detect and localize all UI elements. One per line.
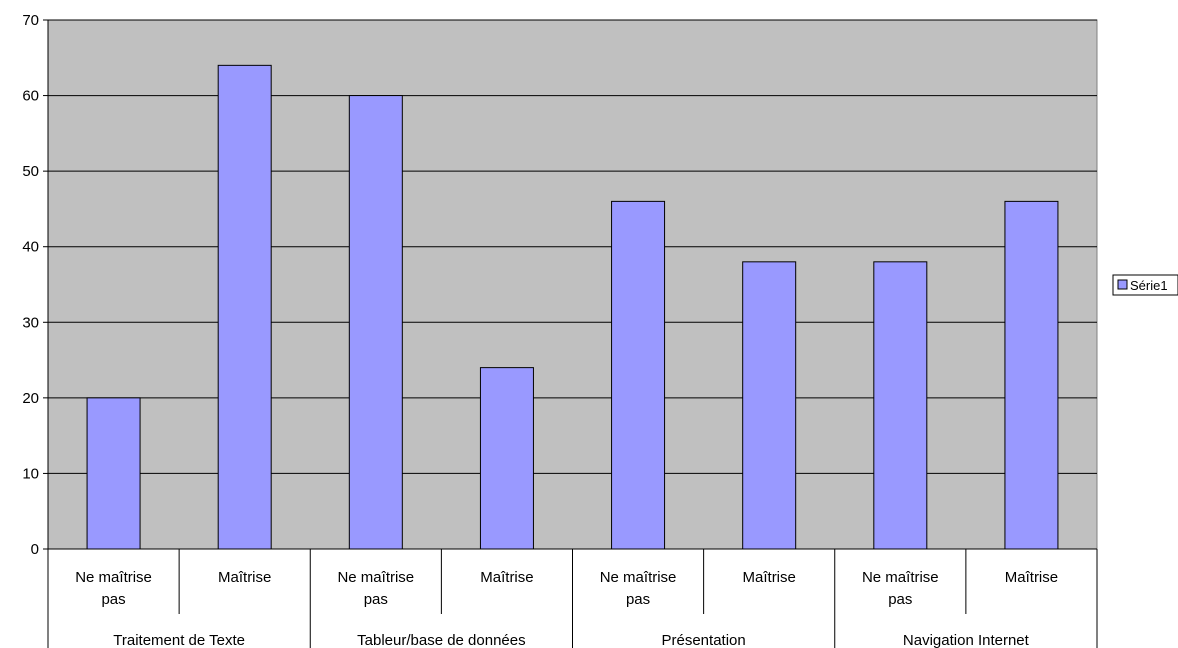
group-label: Navigation Internet <box>903 632 1030 648</box>
category-label: Maîtrise <box>218 569 271 586</box>
plot-area <box>47 19 1098 550</box>
category-label: pas <box>101 591 125 608</box>
legend-label: Série1 <box>1130 278 1168 293</box>
y-tick-label: 70 <box>22 12 39 29</box>
category-label: Ne maîtrise <box>337 569 414 586</box>
bar <box>86 397 141 550</box>
category-label: Maîtrise <box>743 569 796 586</box>
bar <box>873 261 928 550</box>
y-tick-label: 10 <box>22 465 39 482</box>
bar <box>742 261 797 550</box>
bar <box>479 367 534 550</box>
group-label: Présentation <box>662 632 746 648</box>
category-label: Maîtrise <box>480 569 533 586</box>
category-label: pas <box>888 591 912 608</box>
y-tick-label: 40 <box>22 239 39 256</box>
legend-box <box>1112 274 1178 296</box>
bar <box>217 64 272 550</box>
y-tick-label: 20 <box>22 390 39 407</box>
y-axis: 0 10 20 30 40 50 60 70 <box>22 12 49 558</box>
category-label: Ne maîtrise <box>862 569 939 586</box>
legend: Série1 <box>1112 274 1178 296</box>
group-label: Tableur/base de données <box>357 632 525 648</box>
category-label: Maîtrise <box>1005 569 1058 586</box>
category-label: pas <box>364 591 388 608</box>
category-label: Ne maîtrise <box>75 569 152 586</box>
y-tick-label: 50 <box>22 163 39 180</box>
group-label: Traitement de Texte <box>113 632 245 648</box>
x-axis: Ne maîtrise pas Maîtrise Traitement de Text… <box>47 548 1098 648</box>
category-label: pas <box>626 591 650 608</box>
bar <box>611 200 666 550</box>
y-tick-label: 30 <box>22 314 39 331</box>
bar <box>1004 200 1059 550</box>
y-tick-label: 0 <box>31 541 39 558</box>
bar <box>348 95 403 550</box>
bars <box>86 64 1059 550</box>
category-label: Ne maîtrise <box>600 569 677 586</box>
y-tick-label: 60 <box>22 88 39 105</box>
legend-swatch <box>1117 279 1128 290</box>
